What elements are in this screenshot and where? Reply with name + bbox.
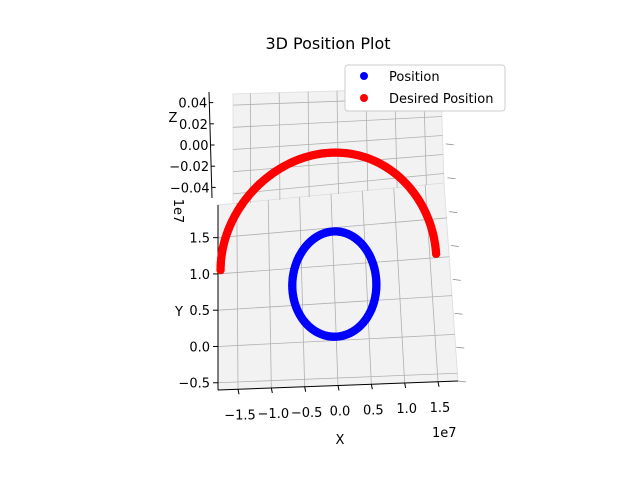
- z-tick-label-2: 0.00: [180, 139, 209, 154]
- legend-marker-1: [360, 94, 368, 102]
- x-axis-ticks: −1.5 −1.0 −0.5 0.0 0.5 1.0 1.5: [224, 381, 451, 423]
- x-tick-mark-4: [370, 384, 373, 390]
- legend-marker-0: [360, 72, 368, 80]
- y-tick-label-4: 1.5: [189, 232, 210, 247]
- y-tick-label-2: 0.5: [189, 304, 210, 319]
- right-edge-tick-4: [450, 245, 460, 247]
- series-0: [288, 227, 381, 341]
- right-edge-tick-5: [452, 278, 461, 281]
- legend-label-0: Position: [389, 70, 440, 85]
- data-series: [216, 148, 441, 341]
- grid-line-y-0: [217, 372, 458, 384]
- x-tick-mark-3: [337, 385, 340, 391]
- right-edge-tick-6: [454, 312, 463, 315]
- grid-line-z-2: [232, 135, 443, 150]
- right-edge-tick-3: [449, 211, 458, 214]
- chart-title: 3D Position Plot: [265, 34, 390, 53]
- y-tick-label-0: −0.5: [178, 377, 210, 392]
- x-tick-mark-6: [437, 381, 440, 387]
- grid-line-x-3: [330, 193, 339, 386]
- legend-label-1: Desired Position: [389, 92, 493, 107]
- x-tick-mark-5: [404, 382, 407, 389]
- grid-line-z-4: [232, 173, 444, 195]
- x-tick-mark-0: [237, 389, 240, 395]
- grid-line-x-1: [267, 200, 272, 389]
- x-tick-label-1: −1.0: [258, 407, 290, 422]
- grid-line-z-3: [232, 154, 444, 173]
- right-edge-tick-1: [445, 143, 454, 146]
- legend-box: [344, 64, 506, 112]
- x-tick-label-3: 0.0: [330, 405, 351, 420]
- grid-line-x-5: [393, 187, 406, 384]
- x-tick-label-6: 1.5: [430, 401, 451, 416]
- z-axis-ticks: 0.04 0.02 0.00 −0.02 −0.04: [169, 97, 216, 196]
- z-axis-label: Z: [169, 111, 178, 126]
- x-axis-label: X: [336, 433, 345, 448]
- z-tick-label-3: −0.02: [169, 160, 209, 175]
- y-axis-ticks: −0.5 0.0 0.5 1.0 1.5: [178, 232, 218, 392]
- x-tick-mark-2: [304, 386, 307, 392]
- series-1: [216, 148, 441, 275]
- x-tick-label-5: 1.0: [396, 402, 417, 417]
- right-edge-tick-7: [456, 346, 465, 349]
- y-tick-label-1: 0.0: [189, 340, 210, 355]
- x-tick-mark-1: [270, 387, 273, 394]
- grid-line-z-1: [232, 116, 442, 128]
- grid-lines: [217, 88, 467, 390]
- x-tick-label-4: 0.5: [363, 403, 384, 418]
- y-axis-offset-label: 1e7: [170, 199, 185, 224]
- data-point-1-180: [216, 265, 225, 275]
- grid-line-y-2: [217, 295, 452, 311]
- x-tick-label-0: −1.5: [224, 408, 256, 423]
- grid-line-x-2: [299, 197, 306, 387]
- z-tick-label-4: −0.04: [170, 181, 210, 196]
- right-edge-tick-8: [457, 380, 467, 383]
- y-axis-label: Y: [174, 305, 183, 320]
- legend: Position Desired Position: [344, 64, 506, 112]
- x-tick-label-2: −0.5: [291, 406, 323, 421]
- right-edge-tick-2: [447, 177, 456, 180]
- z-tick-label-0: 0.04: [178, 97, 207, 112]
- x-axis-offset-label: 1e7: [432, 426, 457, 441]
- data-point-0-179: [372, 278, 381, 288]
- grid-line-x-4: [361, 190, 372, 385]
- grid-line-x-0: [236, 203, 239, 390]
- z-tick-label-1: 0.02: [179, 118, 208, 133]
- y-tick-label-3: 1.0: [189, 268, 210, 283]
- grid-line-y-3: [217, 256, 450, 275]
